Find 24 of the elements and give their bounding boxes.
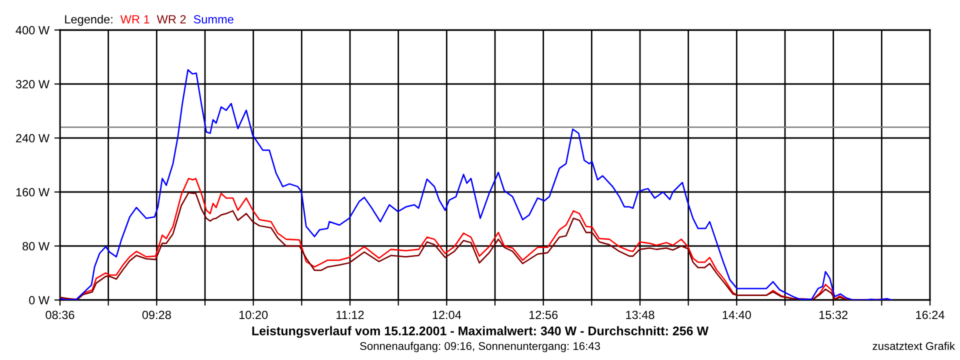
y-tick-label: 400 W <box>16 26 50 34</box>
x-tick-label: 14:40 <box>722 310 751 320</box>
x-tick-label: 16:24 <box>916 310 944 320</box>
x-tick-label: 10:20 <box>239 310 268 320</box>
text: WR 2 <box>156 15 186 24</box>
x-tick-label: 11:12 <box>336 310 364 319</box>
text: Summe <box>194 15 234 24</box>
x-tick-label: 08:36 <box>46 310 74 320</box>
line-series <box>60 69 893 300</box>
text: zusatztext Grafik <box>872 342 956 350</box>
y-tick-label: 160 W <box>16 188 50 196</box>
y-tick-label: 0 W <box>29 296 50 304</box>
x-tick-label: 09:28 <box>142 310 171 320</box>
x-tick-label: 15:32 <box>819 310 848 320</box>
text: Sonnenaufgang: 09:16, Sonnenuntergang: 16:43 <box>360 342 600 352</box>
x-tick-label: 12:04 <box>432 310 462 320</box>
y-tick-label: 240 W <box>16 134 50 142</box>
y-tick-label: 320 W <box>16 80 50 88</box>
x-tick-label: 12:56 <box>529 310 558 320</box>
x-tick-label: 13:48 <box>626 310 654 320</box>
y-tick-label: 80 W <box>22 242 50 250</box>
legend-title: Legende: <box>65 14 112 26</box>
text: Leistungsverlauf vom 15.12.2001 - Maximalwert: 340 W - Durchschnitt: 256 W <box>252 326 709 338</box>
text: WR 1 <box>120 15 150 24</box>
